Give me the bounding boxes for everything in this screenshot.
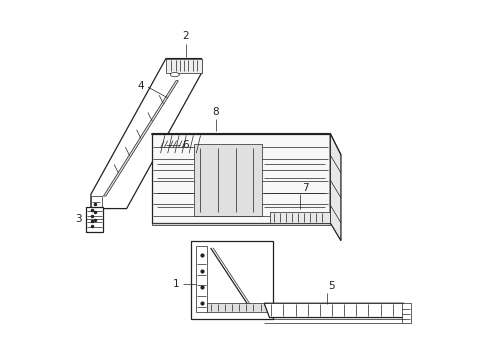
- Polygon shape: [165, 59, 201, 73]
- Polygon shape: [190, 241, 272, 319]
- Polygon shape: [194, 144, 262, 216]
- Polygon shape: [269, 212, 329, 223]
- Text: 3: 3: [75, 214, 81, 224]
- Polygon shape: [206, 303, 267, 312]
- Text: 1: 1: [172, 279, 179, 289]
- Text: 8: 8: [212, 107, 219, 117]
- Polygon shape: [151, 223, 329, 225]
- Polygon shape: [196, 246, 206, 312]
- Polygon shape: [401, 303, 410, 323]
- Polygon shape: [85, 207, 103, 232]
- Text: 4: 4: [137, 81, 143, 91]
- Polygon shape: [91, 196, 102, 226]
- Polygon shape: [264, 303, 408, 318]
- Polygon shape: [151, 134, 329, 223]
- Ellipse shape: [170, 72, 179, 77]
- Text: 5: 5: [327, 282, 334, 292]
- Polygon shape: [329, 134, 340, 241]
- Text: 7: 7: [301, 183, 307, 193]
- Polygon shape: [91, 59, 201, 208]
- Text: 2: 2: [182, 31, 188, 41]
- Text: 6: 6: [182, 140, 188, 150]
- Polygon shape: [151, 134, 340, 155]
- Polygon shape: [103, 81, 178, 196]
